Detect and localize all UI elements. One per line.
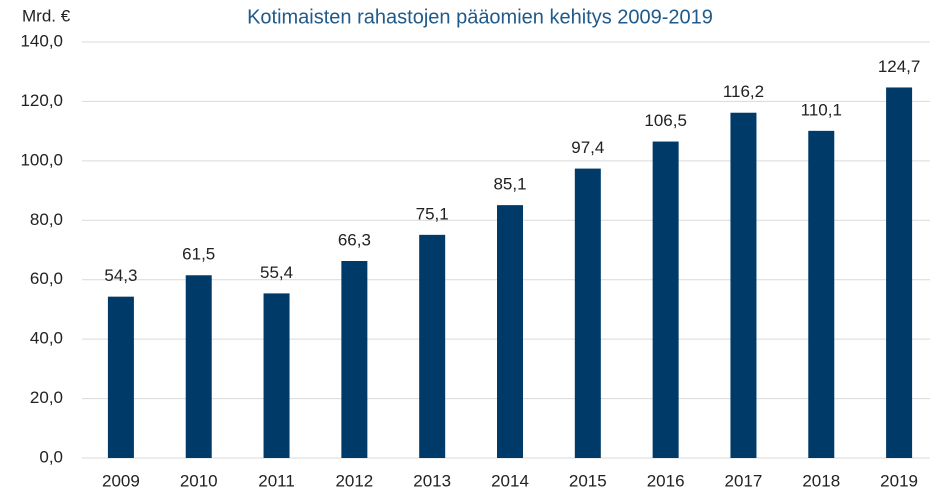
value-label: 66,3 (338, 230, 371, 249)
value-label: 54,3 (104, 266, 137, 285)
x-tick-label: 2016 (647, 471, 685, 490)
value-label: 110,1 (801, 100, 842, 119)
bar (808, 130, 835, 459)
bar (419, 234, 446, 458)
value-label: 124,7 (878, 57, 921, 76)
value-label: 55,4 (260, 263, 293, 282)
chart-title: Kotimaisten rahastojen pääomien kehitys … (247, 6, 713, 28)
bar (730, 112, 757, 458)
x-tick-label: 2009 (102, 471, 140, 490)
y-tick-label: 60,0 (30, 269, 63, 288)
x-tick-label: 2018 (802, 471, 840, 490)
x-tick-label: 2011 (258, 471, 295, 490)
bar (263, 293, 290, 458)
y-tick-label: 20,0 (30, 388, 63, 407)
bar (497, 205, 523, 458)
bar (886, 87, 913, 458)
x-tick-label: 2013 (413, 471, 451, 490)
x-tick-label: 2019 (880, 471, 918, 490)
bar (341, 260, 368, 458)
bar (107, 296, 134, 458)
value-label: 85,1 (493, 175, 526, 194)
value-label: 61,5 (182, 245, 215, 264)
x-tick-label: 2015 (569, 471, 607, 490)
y-tick-label: 100,0 (20, 150, 63, 169)
value-label: 75,1 (416, 204, 449, 223)
x-tick-label: 2010 (180, 471, 218, 490)
bar (574, 168, 601, 458)
value-label: 97,4 (571, 138, 604, 157)
value-label: 106,5 (644, 111, 687, 130)
bar (185, 275, 212, 458)
y-axis-label: Mrd. € (22, 6, 71, 25)
y-tick-label: 0,0 (39, 447, 63, 466)
y-tick-label: 40,0 (30, 329, 63, 348)
y-tick-label: 140,0 (20, 31, 63, 50)
x-tick-label: 2014 (491, 471, 529, 490)
value-label: 116,2 (723, 82, 764, 101)
y-tick-label: 80,0 (30, 210, 63, 229)
y-tick-label: 120,0 (20, 91, 63, 110)
bar (652, 141, 679, 459)
x-tick-label: 2012 (335, 471, 373, 490)
x-tick-label: 2017 (725, 471, 763, 490)
